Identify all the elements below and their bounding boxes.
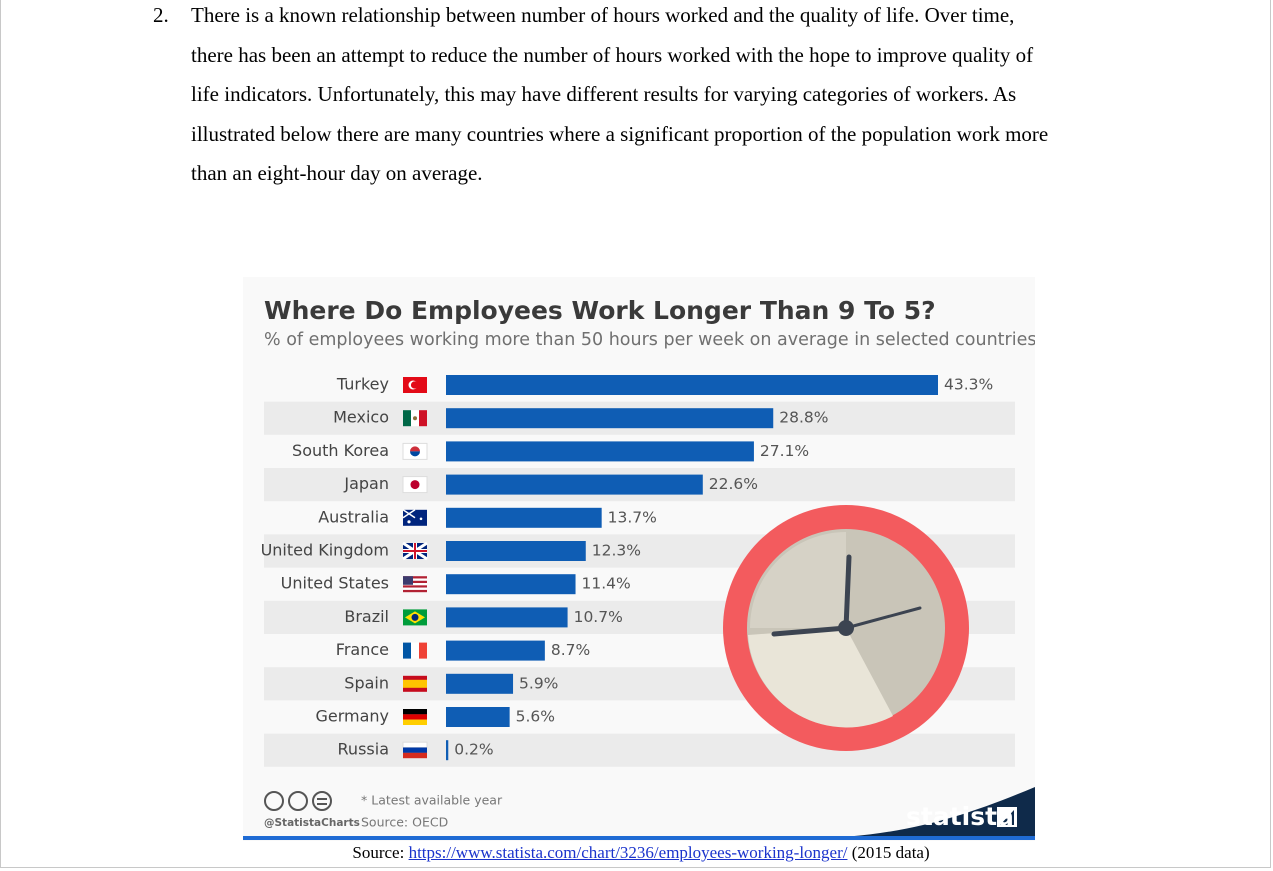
brand-band [803, 787, 1035, 839]
flag [402, 741, 428, 749]
flag [410, 451, 420, 457]
category-label: United States [281, 574, 389, 593]
flag [403, 752, 427, 759]
flag [403, 578, 427, 581]
clock-hand [844, 606, 922, 630]
paragraph-line: There is a known relationship between nu… [191, 3, 1015, 27]
clock [723, 505, 969, 751]
value-label: 28.8% [779, 409, 828, 427]
value-label: 0.2% [454, 741, 493, 759]
flag [410, 446, 420, 452]
flag [407, 520, 411, 524]
flag [403, 642, 411, 659]
category-label: Russia [338, 740, 389, 759]
brand: statista [906, 802, 1014, 831]
value-label: 11.4% [582, 575, 631, 593]
flag [403, 719, 427, 725]
clock-center [838, 620, 854, 636]
flag [403, 709, 427, 715]
flag [403, 585, 427, 588]
category-label: Mexico [333, 408, 389, 427]
flag [403, 583, 427, 586]
flag [419, 517, 423, 521]
chart-source: Source: OECD [361, 815, 448, 830]
clock-segment [748, 628, 893, 728]
flag [411, 613, 419, 621]
chart: Where Do Employees Work Longer Than 9 To… [243, 277, 1035, 841]
flag [403, 580, 427, 584]
brand-logo [997, 807, 1017, 827]
value-label: 22.6% [709, 475, 758, 493]
category-label: France [336, 640, 389, 659]
flag [403, 543, 427, 559]
value-label: 5.9% [519, 674, 558, 692]
clock-hand [843, 554, 852, 631]
flag [403, 589, 427, 593]
subtitle-text: % of employees working more than 50 hour… [264, 330, 1035, 350]
bar [446, 541, 586, 561]
flag [403, 576, 427, 579]
bar [446, 607, 568, 628]
category-label: Brazil [344, 607, 389, 626]
value-label: 8.7% [551, 641, 590, 659]
paragraph-line: there has been an attempt to reduce the … [191, 42, 1034, 67]
bar [446, 441, 754, 462]
source-suffix: (2015 data) [851, 843, 930, 862]
category-label: South Korea [292, 441, 389, 460]
category-label: Turkey [336, 375, 389, 394]
category-label: Australia [318, 507, 389, 526]
paragraph-line: life indicators. Unfortunately, this may… [191, 82, 1017, 106]
flag [403, 714, 427, 720]
chart-title: Where Do Employees Work Longer Than 9 To… [264, 296, 936, 325]
flag [403, 679, 427, 688]
category-label: Spain [344, 673, 389, 692]
bar [446, 673, 514, 694]
paragraph-line: illustrated below there are many countri… [191, 121, 1049, 146]
flag [410, 381, 419, 389]
bar [446, 707, 510, 727]
value-label: 43.3% [944, 376, 993, 394]
clock-segment [750, 532, 846, 628]
flag [410, 480, 420, 490]
flag [403, 576, 413, 585]
flag [411, 642, 419, 659]
value-label: 12.3% [592, 542, 641, 560]
source-prefix: Source: [352, 843, 405, 862]
item-number: 2. [153, 3, 169, 27]
source-link[interactable]: https://www.statista.com/chart/3236/empl… [408, 843, 848, 862]
flag [403, 747, 427, 753]
value-label: 27.1% [760, 442, 809, 460]
clock-hand [771, 625, 849, 637]
value-label: 5.6% [516, 708, 555, 726]
brand-line [243, 836, 1035, 840]
flag [402, 509, 416, 519]
handle: @StatistaCharts [264, 817, 360, 829]
bar [446, 408, 774, 429]
bar [446, 375, 938, 395]
source-line: Source: https://www.statista.com/chart/3… [1, 843, 1273, 863]
category-label: Japan [343, 474, 389, 493]
flag [403, 587, 427, 590]
bar [446, 507, 602, 528]
bar [446, 640, 545, 661]
chart-subtitle: % of employees working more than 50 hour… [264, 326, 1035, 350]
rows: Turkey 43.3% Mexico 28.8% South Korea 27.1% Ja… [261, 375, 1015, 767]
bar [446, 474, 703, 495]
flag [413, 416, 417, 421]
flag [419, 642, 427, 659]
category-label: Germany [315, 707, 389, 726]
paragraph-line: than an eight-hour day on average. [191, 161, 483, 185]
flag [419, 410, 427, 427]
value-label: 10.7% [574, 608, 623, 626]
value-label: 13.7% [608, 508, 657, 526]
flag [403, 410, 411, 427]
bar [446, 740, 449, 761]
category-label: United Kingdom [261, 541, 389, 560]
license-icons [264, 791, 332, 811]
footnote: * Latest available year [361, 793, 503, 808]
bar [446, 574, 576, 595]
